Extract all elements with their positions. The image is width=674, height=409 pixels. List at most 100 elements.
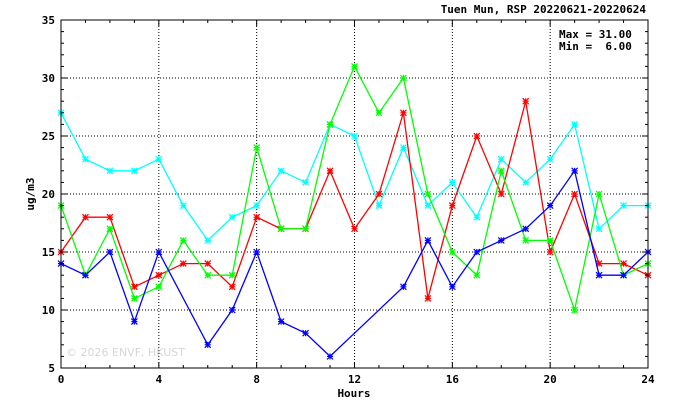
tick-marks — [60, 19, 649, 369]
max-stat: Max = 31.00 — [559, 28, 632, 41]
data-point — [424, 190, 432, 198]
data-point — [571, 306, 579, 314]
data-point — [375, 109, 383, 117]
x-tick-label: 8 — [253, 373, 260, 386]
data-point — [130, 318, 138, 326]
y-axis-label: ug/m3 — [24, 177, 37, 210]
data-point — [473, 271, 481, 279]
data-point — [473, 248, 481, 256]
y-tick-label: 25 — [42, 130, 55, 143]
watermark: © 2026 ENVF, HKUST — [66, 346, 185, 359]
data-point — [155, 283, 163, 291]
data-point — [448, 248, 456, 256]
chart-title: Tuen Mun, RSP 20220621-20220624 — [441, 3, 647, 16]
data-point — [571, 167, 579, 175]
data-point — [473, 132, 481, 140]
data-point — [546, 248, 554, 256]
data-point — [424, 202, 432, 210]
y-tick-label: 10 — [42, 304, 55, 317]
data-point — [228, 213, 236, 221]
data-point — [302, 225, 310, 233]
y-tick-label: 35 — [42, 14, 55, 27]
data-point — [351, 132, 358, 140]
data-point — [399, 109, 407, 117]
x-tick-label: 12 — [348, 373, 361, 386]
data-point — [277, 318, 285, 326]
data-point — [277, 167, 285, 175]
data-point — [522, 225, 530, 233]
series-1 — [57, 109, 652, 244]
data-point — [595, 271, 603, 279]
data-point — [351, 225, 358, 233]
grid — [61, 20, 648, 368]
min-stat: Min = 6.00 — [559, 40, 632, 53]
data-point — [106, 248, 114, 256]
x-tick-label: 0 — [58, 373, 65, 386]
data-point — [571, 120, 579, 128]
data-point — [204, 271, 212, 279]
data-point — [448, 283, 456, 291]
series-line — [60, 169, 649, 358]
y-tick-label: 15 — [42, 246, 55, 259]
data-point — [82, 155, 89, 163]
data-point — [399, 283, 407, 291]
data-point — [106, 213, 114, 221]
y-tick-label: 5 — [48, 362, 55, 375]
x-tick-label: 24 — [641, 373, 655, 386]
data-point — [497, 155, 505, 163]
data-point — [204, 260, 212, 268]
x-tick-label: 16 — [446, 373, 460, 386]
data-point — [497, 167, 505, 175]
data-point — [326, 120, 334, 128]
x-tick-label: 4 — [156, 373, 163, 386]
data-point — [253, 213, 261, 221]
y-tick-labels: 5 10 15 20 25 30 35 — [42, 14, 55, 375]
data-point — [497, 236, 505, 244]
x-tick-labels: 0 4 8 12 16 20 24 — [58, 373, 655, 386]
data-point — [228, 271, 236, 279]
data-point — [571, 190, 579, 198]
data-point — [179, 260, 187, 268]
data-point — [82, 271, 89, 279]
data-point — [130, 294, 138, 302]
data-point — [620, 202, 627, 210]
data-point — [448, 178, 456, 186]
data-point — [253, 202, 261, 210]
data-point — [399, 74, 407, 82]
data-point — [155, 248, 163, 256]
data-point — [253, 144, 261, 152]
x-tick-label: 20 — [544, 373, 557, 386]
data-point — [106, 225, 114, 233]
data-point — [595, 225, 603, 233]
data-point — [546, 202, 554, 210]
data-point — [82, 213, 89, 221]
data-point — [155, 271, 163, 279]
data-point — [448, 202, 456, 210]
data-point — [424, 236, 432, 244]
y-tick-label: 20 — [42, 188, 55, 201]
series-layer — [57, 62, 652, 360]
data-point — [375, 202, 383, 210]
data-point — [253, 248, 261, 256]
data-point — [326, 167, 334, 175]
data-point — [302, 329, 310, 337]
data-point — [497, 190, 505, 198]
data-point — [106, 167, 114, 175]
data-point — [375, 190, 383, 198]
data-point — [204, 236, 212, 244]
data-point — [399, 144, 407, 152]
data-point — [277, 225, 285, 233]
data-point — [522, 236, 530, 244]
data-point — [179, 236, 187, 244]
data-point — [351, 62, 358, 70]
data-point — [473, 213, 481, 221]
data-point — [546, 155, 554, 163]
data-point — [130, 167, 138, 175]
data-point — [228, 283, 236, 291]
data-point — [302, 178, 310, 186]
data-point — [620, 271, 627, 279]
data-point — [326, 352, 334, 360]
data-point — [179, 202, 187, 210]
data-point — [155, 155, 163, 163]
